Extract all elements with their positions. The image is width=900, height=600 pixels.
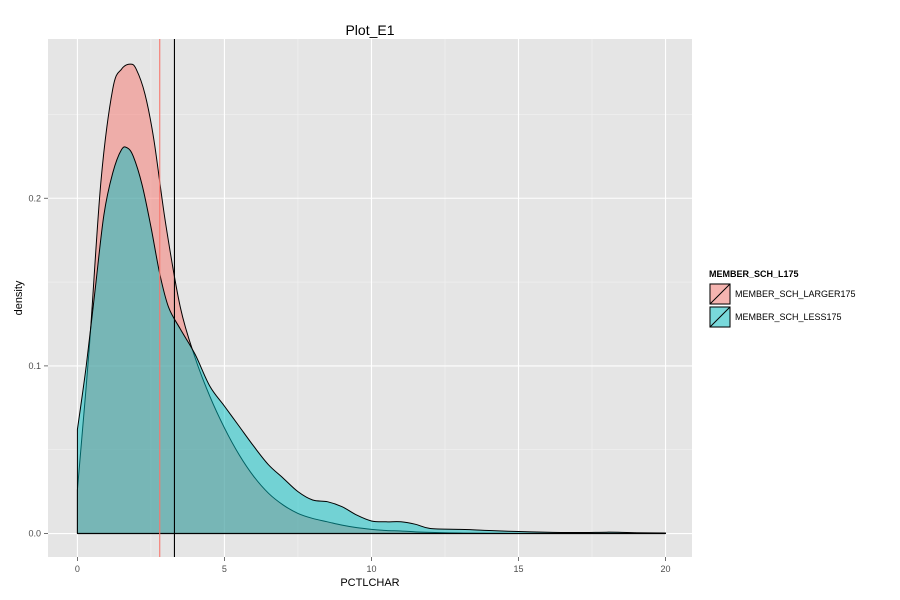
legend-label: MEMBER_SCH_LESS175 [735,312,842,322]
y-axis-ticks: 0.0 0.1 0.2 [28,193,48,539]
x-tick-label: 10 [366,564,376,574]
legend-items: MEMBER_SCH_LARGER175 MEMBER_SCH_LESS175 [709,283,856,328]
y-tick-label: 0.1 [28,361,41,371]
x-tick-label: 15 [513,564,523,574]
y-tick-label: 0.2 [28,193,41,203]
legend: MEMBER_SCH_L175 MEMBER_SCH_LARGER175MEMB… [709,269,856,328]
major-gridlines [48,39,692,557]
x-tick-label: 5 [222,564,227,574]
legend-key-slash [709,283,731,305]
density-areas [76,63,667,535]
legend-item: MEMBER_SCH_LARGER175 [709,283,856,305]
chart-title: Plot_E1 [345,22,394,38]
y-axis-title: density [13,280,25,315]
x-axis-ticks: 0 5 10 15 20 [75,557,671,574]
legend-item: MEMBER_SCH_LESS175 [709,306,842,328]
legend-key-slash [709,306,731,328]
x-tick-label: 20 [661,564,671,574]
legend-title: MEMBER_SCH_L175 [709,269,799,279]
x-tick-label: 0 [75,564,80,574]
x-axis-title: PCTLCHAR [340,577,399,589]
legend-label: MEMBER_SCH_LARGER175 [735,289,856,299]
reference-lines [159,39,175,557]
density-area-member-sch-less175 [76,146,667,535]
y-tick-label: 0.0 [28,529,41,539]
